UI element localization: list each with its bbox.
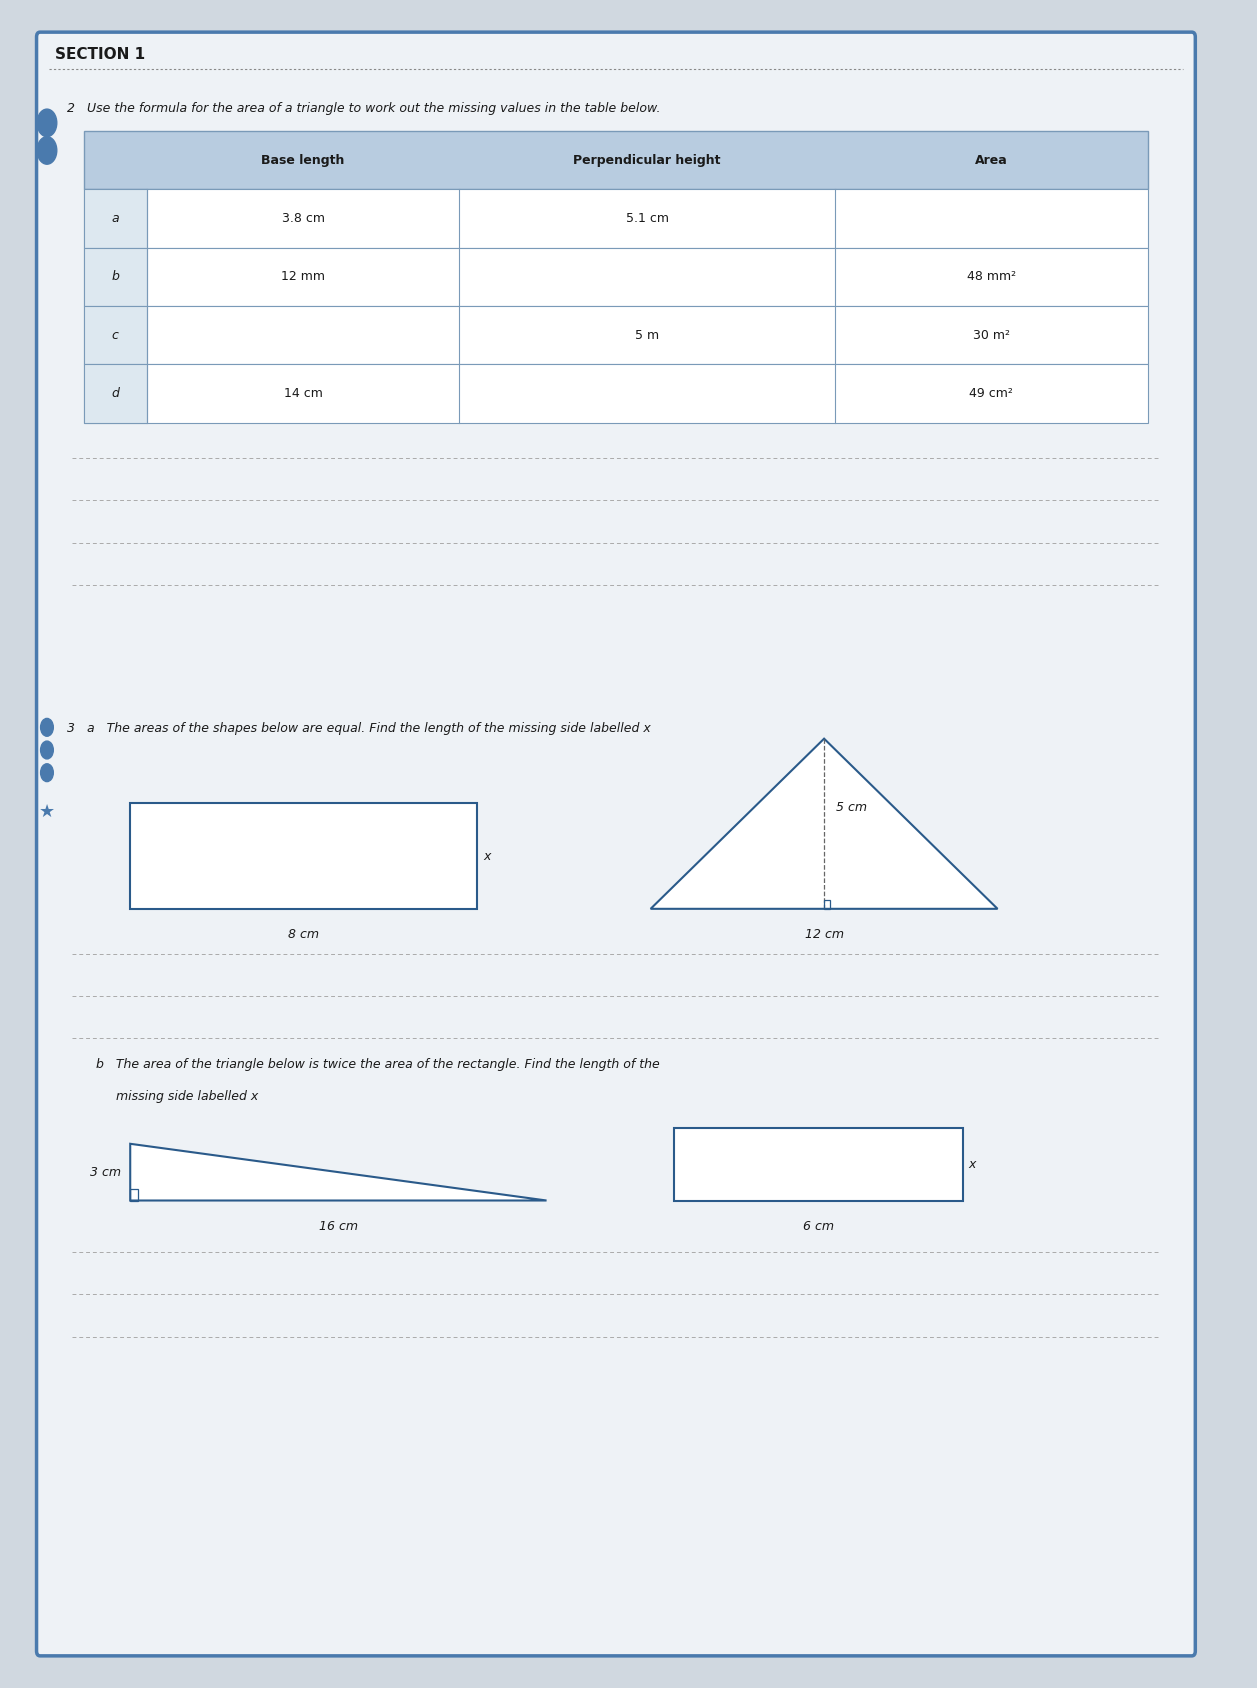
- Text: 12 mm: 12 mm: [282, 270, 326, 284]
- Text: c: c: [112, 329, 118, 341]
- Bar: [84, 189, 1148, 248]
- Text: d: d: [112, 387, 119, 400]
- Circle shape: [38, 110, 57, 137]
- Text: b   The area of the triangle below is twice the area of the rectangle. Find the : b The area of the triangle below is twic…: [96, 1058, 659, 1070]
- Bar: [84, 132, 1148, 189]
- Bar: [84, 248, 147, 306]
- Text: x: x: [969, 1158, 975, 1170]
- Text: ★: ★: [39, 802, 55, 820]
- Text: b: b: [112, 270, 119, 284]
- Circle shape: [40, 763, 53, 782]
- Circle shape: [38, 137, 57, 164]
- Text: 3.8 cm: 3.8 cm: [282, 213, 324, 225]
- Text: 30 m²: 30 m²: [973, 329, 1009, 341]
- Bar: [84, 306, 1148, 365]
- Text: Base length: Base length: [261, 154, 344, 167]
- Text: 5 m: 5 m: [635, 329, 659, 341]
- Text: 3   a   The areas of the shapes below are equal. Find the length of the missing : 3 a The areas of the shapes below are eq…: [67, 722, 650, 736]
- Bar: [84, 306, 147, 365]
- Text: 3 cm: 3 cm: [91, 1166, 121, 1178]
- Bar: [84, 189, 147, 248]
- Bar: [674, 1128, 963, 1200]
- Bar: [131, 803, 478, 908]
- Text: 12 cm: 12 cm: [804, 928, 843, 942]
- Bar: [84, 365, 147, 422]
- Text: 14 cm: 14 cm: [284, 387, 323, 400]
- Text: 16 cm: 16 cm: [319, 1220, 358, 1232]
- Text: a: a: [112, 213, 119, 225]
- Polygon shape: [651, 739, 998, 908]
- Bar: [825, 900, 831, 908]
- Text: 8 cm: 8 cm: [288, 928, 319, 942]
- FancyBboxPatch shape: [36, 32, 1195, 1656]
- Text: Perpendicular height: Perpendicular height: [573, 154, 722, 167]
- Text: 2   Use the formula for the area of a triangle to work out the missing values in: 2 Use the formula for the area of a tria…: [67, 101, 660, 115]
- Circle shape: [40, 719, 53, 736]
- Bar: [84, 248, 1148, 306]
- Text: 5 cm: 5 cm: [836, 802, 866, 814]
- Bar: [84, 365, 1148, 422]
- Text: 49 cm²: 49 cm²: [969, 387, 1013, 400]
- Text: missing side labelled x: missing side labelled x: [96, 1090, 258, 1104]
- Text: SECTION 1: SECTION 1: [55, 47, 145, 62]
- Text: x: x: [483, 849, 490, 863]
- Circle shape: [40, 741, 53, 760]
- Text: 5.1 cm: 5.1 cm: [626, 213, 669, 225]
- Polygon shape: [131, 1144, 547, 1200]
- Bar: [131, 1188, 138, 1200]
- Text: 6 cm: 6 cm: [803, 1220, 833, 1232]
- Text: Area: Area: [975, 154, 1008, 167]
- Text: 48 mm²: 48 mm²: [967, 270, 1016, 284]
